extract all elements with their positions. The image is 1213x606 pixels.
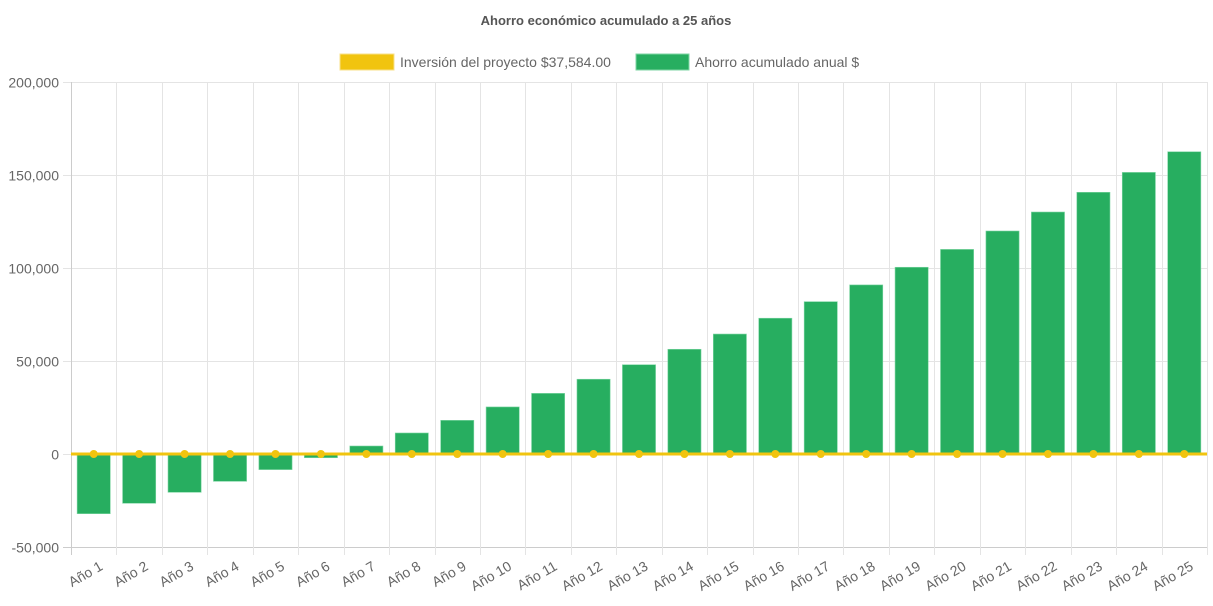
bar[interactable]: [440, 420, 475, 455]
line-point[interactable]: [135, 450, 144, 458]
x-tick-label: Año 23: [1058, 558, 1105, 594]
line-point[interactable]: [498, 450, 507, 458]
bar[interactable]: [167, 453, 202, 493]
line-point[interactable]: [725, 450, 734, 458]
bar[interactable]: [213, 453, 247, 482]
x-tick-label: Año 5: [247, 558, 287, 590]
x-tick-label: Año 7: [338, 558, 378, 590]
line-point[interactable]: [271, 450, 280, 458]
x-tick-label: Año 17: [786, 558, 833, 594]
x-tick-label: Año 10: [468, 558, 515, 594]
line-point[interactable]: [998, 450, 1007, 458]
y-tick-label: -50,000: [12, 540, 60, 556]
line-point[interactable]: [1134, 450, 1143, 458]
line-point[interactable]: [589, 450, 598, 458]
legend-label-inversion: Inversión del proyecto $37,584.00: [400, 54, 611, 70]
bar[interactable]: [803, 301, 838, 455]
x-tick-label: Año 18: [831, 558, 878, 594]
line-point[interactable]: [907, 450, 916, 458]
line-point[interactable]: [89, 450, 98, 458]
line-point[interactable]: [362, 450, 371, 458]
bar[interactable]: [1121, 172, 1156, 455]
bar[interactable]: [622, 364, 656, 455]
line-point[interactable]: [453, 450, 462, 458]
bar[interactable]: [940, 249, 974, 455]
x-tick-label: Año 4: [202, 558, 242, 590]
legend: Inversión del proyecto $37,584.00 Ahorro…: [339, 53, 859, 71]
line-point[interactable]: [953, 450, 962, 458]
chart-title: Ahorro económico acumulado a 25 años: [481, 13, 732, 28]
y-axis: -50,000 0 50,000 100,000 150,000 200,000: [8, 75, 59, 556]
x-tick-label: Año 25: [1149, 558, 1196, 594]
line-point[interactable]: [226, 450, 235, 458]
bar[interactable]: [758, 317, 793, 455]
x-tick-label: Año 2: [111, 558, 151, 590]
x-axis: Año 1 Año 2 Año 3 Año 4 Año 5 Año 6 Año 7 Año 8…: [66, 558, 1196, 594]
x-tick-label: Año 20: [922, 558, 969, 594]
legend-label-ahorro: Ahorro acumulado anual $: [695, 54, 859, 70]
line-point[interactable]: [771, 450, 780, 458]
y-tick-label: 0: [51, 447, 59, 463]
line-point[interactable]: [862, 450, 871, 458]
bar-series: [76, 151, 1202, 515]
bar[interactable]: [576, 378, 611, 455]
line-point[interactable]: [635, 450, 643, 458]
x-tick-label: Año 14: [650, 558, 697, 594]
y-tick-label: 50,000: [16, 354, 59, 370]
x-tick-label: Año 6: [293, 558, 333, 590]
y-tick-label: 150,000: [8, 168, 59, 184]
bar[interactable]: [485, 406, 520, 455]
legend-item-ahorro[interactable]: Ahorro acumulado anual $: [635, 53, 859, 71]
legend-swatch-inversion: [339, 53, 395, 71]
legend-swatch-ahorro: [635, 53, 690, 71]
bar[interactable]: [1031, 211, 1065, 455]
x-tick-label: Año 13: [604, 558, 651, 594]
bar[interactable]: [985, 230, 1020, 455]
x-tick-label: Año 19: [877, 558, 924, 594]
bar[interactable]: [76, 453, 111, 515]
x-tick-label: Año 1: [66, 558, 106, 590]
line-point[interactable]: [680, 450, 689, 458]
line-point[interactable]: [316, 450, 325, 458]
x-tick-label: Año 16: [740, 558, 787, 594]
legend-item-inversion[interactable]: Inversión del proyecto $37,584.00: [339, 53, 611, 71]
y-tick-label: 100,000: [8, 261, 59, 277]
line-series: [71, 450, 1207, 458]
x-tick-label: Año 15: [695, 558, 742, 594]
line-point[interactable]: [407, 450, 416, 458]
line-point[interactable]: [544, 450, 553, 458]
line-point[interactable]: [1043, 450, 1052, 458]
line-point[interactable]: [180, 450, 189, 458]
grid: [63, 82, 1208, 555]
x-tick-label: Año 22: [1013, 558, 1060, 594]
x-tick-label: Año 21: [968, 558, 1015, 594]
line-point[interactable]: [816, 450, 825, 458]
bar[interactable]: [712, 333, 747, 455]
bar[interactable]: [667, 348, 702, 455]
line-point[interactable]: [1180, 450, 1189, 458]
bar[interactable]: [849, 284, 884, 455]
bar[interactable]: [122, 453, 157, 504]
x-tick-label: Año 12: [559, 558, 606, 594]
x-tick-label: Año 8: [384, 558, 424, 590]
x-tick-label: Año 24: [1104, 558, 1151, 594]
x-tick-label: Año 9: [429, 558, 469, 590]
bar[interactable]: [531, 393, 566, 455]
bar[interactable]: [1076, 191, 1111, 455]
bar[interactable]: [1167, 151, 1202, 455]
x-tick-label: Año 3: [156, 558, 196, 590]
bar[interactable]: [894, 266, 929, 455]
line-point[interactable]: [1089, 450, 1098, 458]
y-tick-label: 200,000: [8, 75, 59, 91]
x-tick-label: Año 11: [514, 558, 560, 594]
